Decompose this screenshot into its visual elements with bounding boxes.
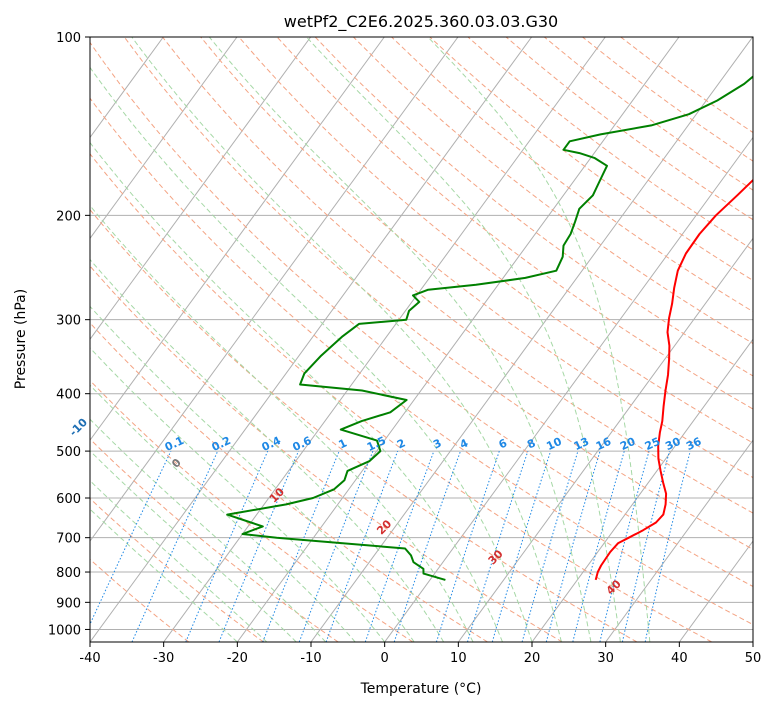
mixing-ratio-line — [325, 450, 399, 642]
dry-adiabat-label: -20 — [0, 383, 3, 406]
axes: -40 -30 -20 -10 0 10 20 30 40 50 100 200 300 400 500 60… — [48, 31, 761, 666]
moist-adiabat-line — [208, 37, 592, 642]
mixing-ratio-line — [298, 450, 374, 642]
x-tick-label: 40 — [671, 651, 688, 666]
x-tick-label: -30 — [153, 651, 174, 666]
dry-adiabat-line — [123, 37, 753, 550]
mixing-ratio-line — [90, 450, 172, 626]
x-tick-label: 20 — [524, 651, 541, 666]
mixing-ratio-line — [364, 450, 435, 642]
x-tick-label: -40 — [79, 651, 100, 666]
mixing-ratio-label: 16 — [594, 435, 614, 453]
x-tick-label: 30 — [597, 651, 614, 666]
y-tick-label: 200 — [56, 209, 81, 224]
x-tick-label: -20 — [227, 651, 248, 666]
isotherm-line — [90, 37, 385, 442]
moist-adiabat-line — [90, 141, 503, 642]
moist-adiabat-line — [306, 37, 621, 642]
mixing-ratio-line — [185, 450, 269, 642]
plot-background — [90, 37, 753, 642]
dry-adiabat-line — [200, 37, 753, 479]
background-lines — [90, 37, 753, 642]
mixing-ratio-label: 36 — [684, 435, 704, 453]
y-tick-label: 900 — [56, 596, 81, 611]
mixing-ratio-line — [545, 450, 601, 642]
x-axis-label: Temperature (°C) — [360, 681, 482, 697]
isotherm-line — [163, 37, 606, 642]
dry-adiabat-line — [90, 438, 339, 642]
dry-adiabat-label: -10 — [67, 415, 90, 438]
dry-adiabat-line — [90, 558, 190, 642]
mixing-ratio-line — [467, 450, 529, 642]
dry-adiabat-line — [314, 37, 753, 377]
mixing-ratio-label: 20 — [618, 435, 638, 453]
isotherm-line — [310, 37, 753, 642]
mixing-ratio-label: 13 — [572, 435, 591, 453]
mixing-ratio-line — [521, 450, 579, 642]
x-tick-label: -10 — [300, 651, 321, 666]
moist-adiabat-line — [90, 204, 474, 642]
mixing-ratio-line — [572, 450, 625, 642]
isotherm-line — [90, 37, 533, 642]
plot-frame — [89, 36, 754, 643]
y-tick-label: 800 — [56, 566, 81, 581]
mixing-ratio-line — [393, 450, 461, 642]
x-tick-label: 10 — [450, 651, 467, 666]
mixing-ratio-line — [131, 450, 219, 642]
moist-adiabat-line — [427, 37, 651, 642]
y-tick-label: 700 — [56, 532, 81, 547]
moist-adiabat-line — [90, 66, 533, 642]
y-tick-label: 600 — [56, 492, 81, 507]
mixing-ratio-label: 30 — [663, 435, 683, 453]
mixing-ratio-line — [621, 450, 670, 642]
y-tick-label: 100 — [56, 31, 81, 46]
x-tick-label: 0 — [381, 651, 389, 666]
dry-adiabat-line — [162, 37, 753, 514]
isotherm-line — [457, 237, 753, 642]
moist-adiabat-line — [90, 418, 327, 642]
dry-adiabat-line — [276, 37, 753, 410]
mixing-ratio-line — [491, 450, 552, 642]
isotherm-line — [605, 439, 753, 642]
mixing-ratio-line — [218, 450, 299, 642]
isotherm-line — [90, 37, 459, 542]
isotherm-line — [90, 37, 312, 341]
isotherm-line — [752, 641, 753, 642]
dry-adiabat-line — [90, 41, 753, 588]
dry-adiabat-line — [90, 97, 753, 626]
moist-adiabat-line — [90, 305, 415, 642]
sounding-series — [226, 75, 753, 581]
dry-adiabat-line — [90, 153, 712, 642]
mixing-ratio-line — [644, 450, 691, 642]
x-tick-label: 50 — [745, 651, 762, 666]
dry-adiabat-line — [90, 265, 563, 642]
temperature-line — [594, 178, 753, 581]
moist-adiabat-line — [90, 258, 445, 642]
moist-adiabat-line — [131, 37, 562, 642]
mixing-ratio-label: 10 — [544, 435, 564, 453]
y-axis-label: Pressure (hPa) — [13, 289, 29, 389]
moist-adiabat-line — [90, 347, 386, 642]
dewpoint-line — [226, 75, 753, 581]
y-tick-label: 500 — [56, 445, 81, 460]
dry-adiabat-line — [90, 208, 638, 642]
moist-adiabat-line — [90, 384, 356, 642]
mixing-ratio-line — [435, 450, 500, 642]
dry-adiabat-line — [90, 379, 414, 642]
y-tick-label: 300 — [56, 314, 81, 329]
y-tick-label: 1000 — [48, 623, 81, 638]
y-tick-label: 400 — [56, 388, 81, 403]
chart-title: wetPf2_C2E6.2025.360.03.03.G30 — [284, 12, 558, 32]
mixing-ratio-label: 25 — [643, 435, 662, 453]
